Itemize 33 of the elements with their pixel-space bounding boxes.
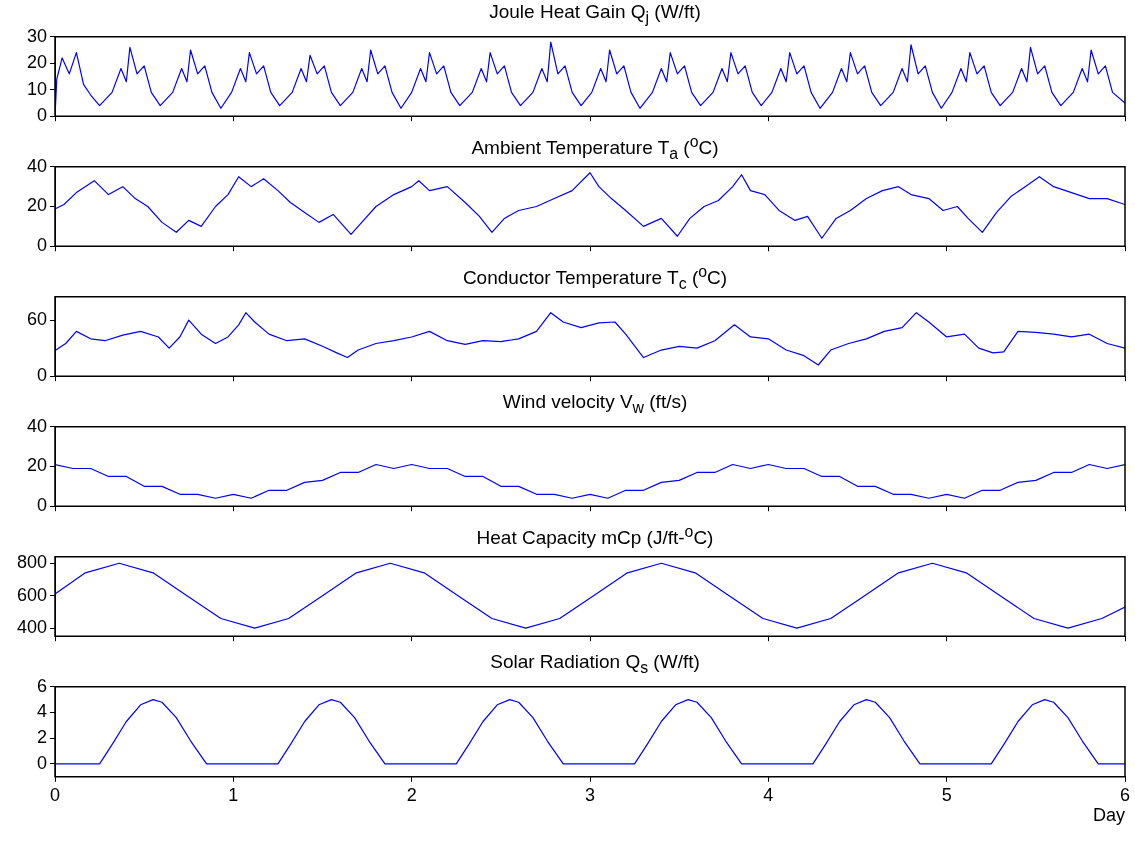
chart-title: Solar Radiation Q$_{s}$ (W/ft) [489,650,701,676]
y-tick-label: 10 [26,78,47,99]
x-tick-label: 5 [941,784,952,805]
y-tick-label: 400 [16,617,47,638]
x-tick-label: 2 [406,784,417,805]
chart-title: Heat Capacity mCp (J/ft-$^{o}$C) [475,522,715,549]
y-tick-label: 0 [36,365,47,386]
y-tick-label: 800 [16,552,47,573]
y-tick-label: 20 [26,455,47,476]
y-tick-label: 0 [36,105,47,126]
x-tick-label: 0 [49,784,61,805]
x-tick-label: 4 [763,784,774,805]
y-tick-label: 20 [26,195,47,216]
y-tick-label: 60 [26,309,47,330]
chart-title: Conductor Temperature T$_{c}$ ($^{o}$C) [461,262,729,293]
chart-title: Wind velocity V$_{w}$ (ft/s) [501,390,689,416]
chart-title: Joule Heat Gain Q$_{j}$ (W/ft) [488,0,702,26]
x-tick-label: 3 [584,784,596,805]
y-tick-label: 6 [36,675,47,696]
chart-title: Ambient Temperature T$_{a}$ ($^{o}$C) [470,132,720,163]
y-tick-label: 2 [36,727,47,748]
y-tick-label: 4 [36,701,47,722]
y-tick-label: 40 [26,155,47,176]
y-tick-label: 0 [36,752,47,773]
y-tick-label: 0 [36,495,47,516]
y-tick-label: 30 [26,25,47,46]
y-tick-label: 20 [26,52,47,73]
y-tick-label: 600 [16,584,47,605]
y-tick-label: 40 [26,415,47,436]
y-tick-label: 0 [36,235,47,256]
x-tick-label: 1 [228,784,239,805]
x-tick-label: 6 [1119,784,1131,805]
x-axis-title: Day [1092,805,1125,826]
